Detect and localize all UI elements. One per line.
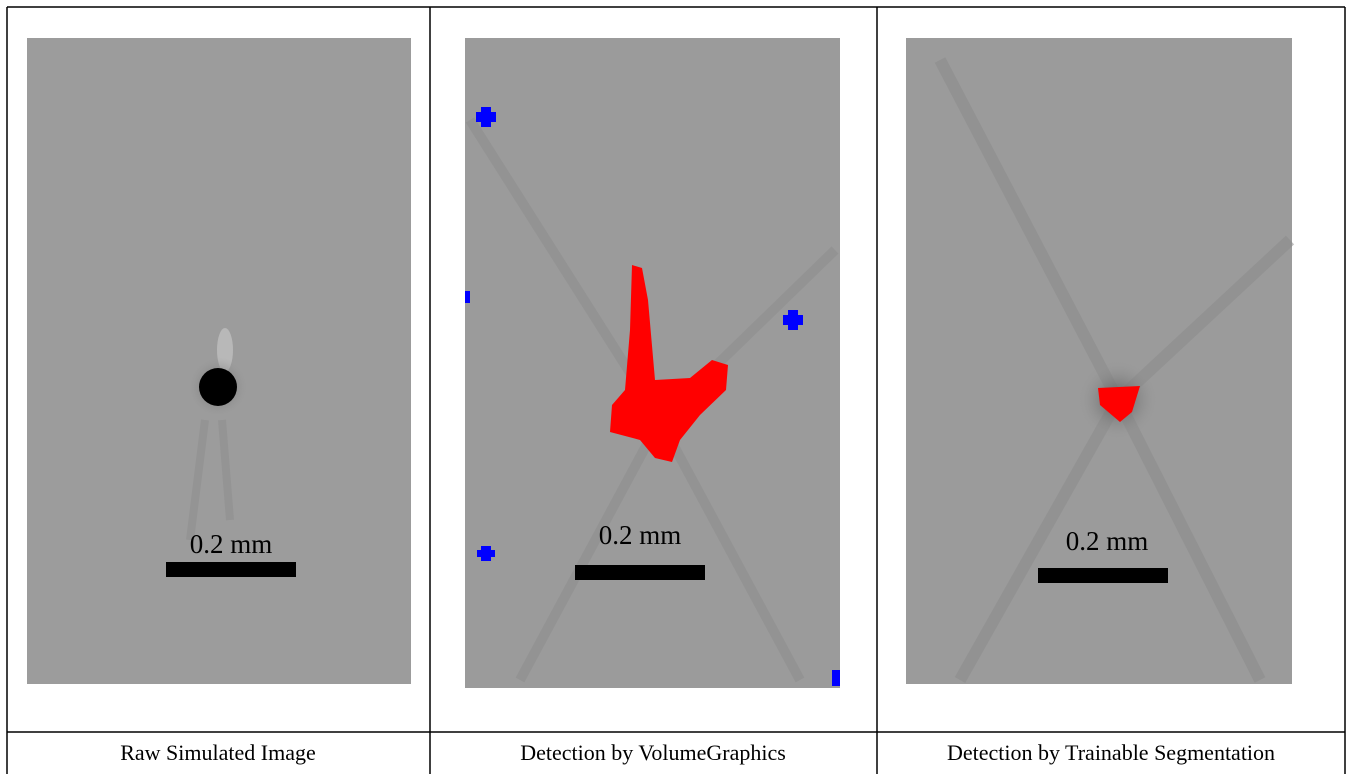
scale-bar xyxy=(166,562,296,577)
caption: Detection by Trainable Segmentation xyxy=(947,740,1275,765)
scale-label: 0.2 mm xyxy=(599,520,682,550)
volumegraphics-image xyxy=(465,38,840,688)
raw-image xyxy=(27,38,411,684)
trainable-segmentation-image xyxy=(906,38,1295,684)
scale-bar xyxy=(1038,568,1168,583)
caption: Detection by VolumeGraphics xyxy=(520,740,786,765)
caption: Raw Simulated Image xyxy=(120,740,316,765)
scale-bar xyxy=(575,565,705,580)
scale-label: 0.2 mm xyxy=(1066,526,1149,556)
scale-label: 0.2 mm xyxy=(190,529,273,559)
table-frame xyxy=(6,6,1346,774)
